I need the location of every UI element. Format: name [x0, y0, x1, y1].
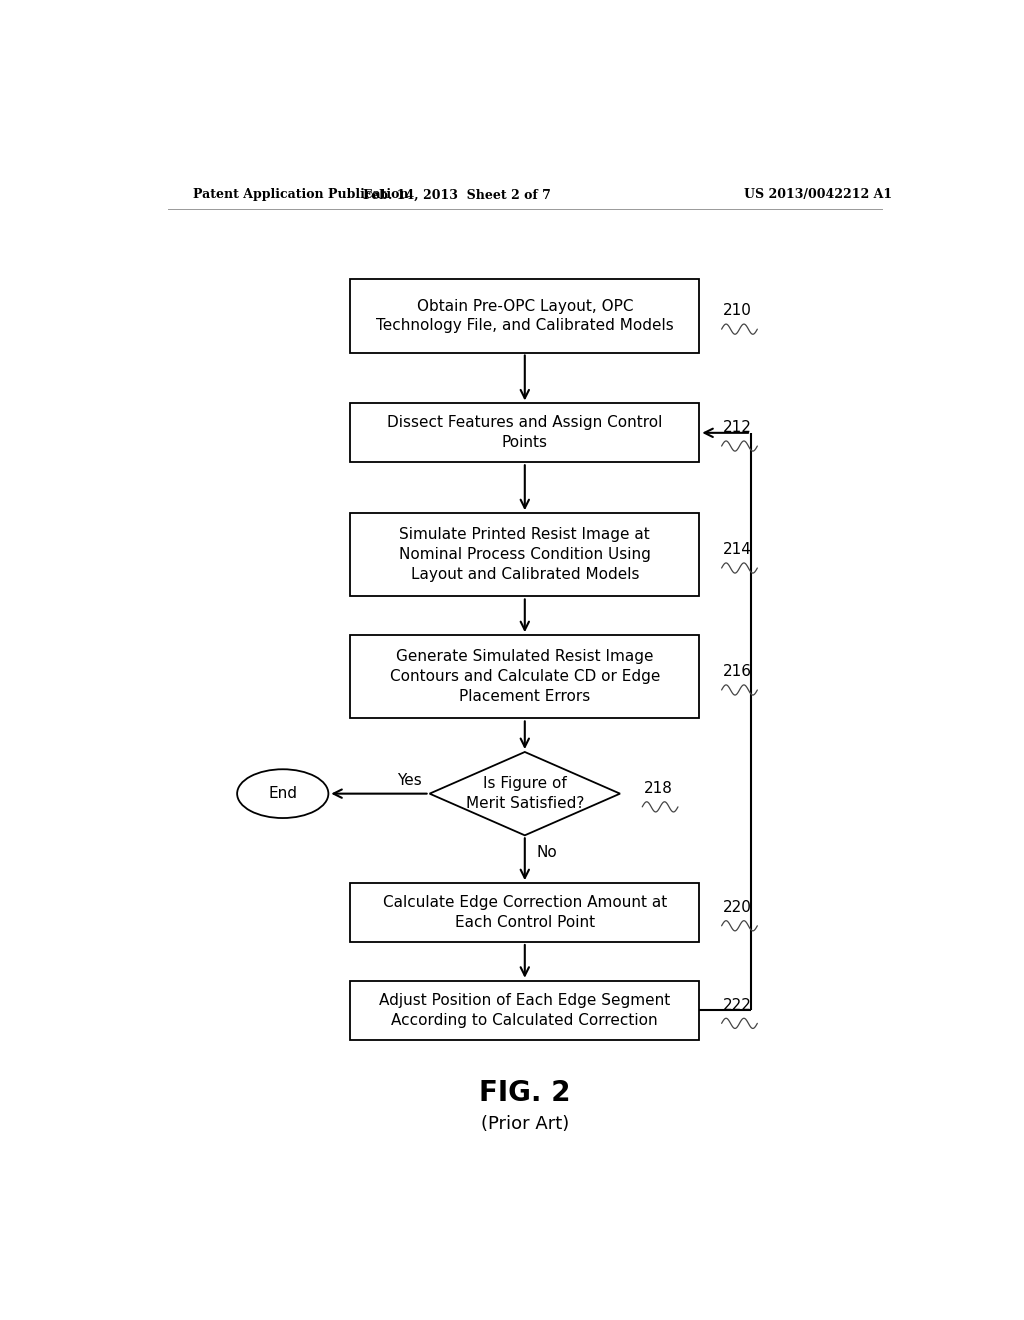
FancyBboxPatch shape — [350, 280, 699, 352]
FancyBboxPatch shape — [350, 635, 699, 718]
FancyBboxPatch shape — [350, 404, 699, 462]
Text: End: End — [268, 787, 297, 801]
Text: 216: 216 — [723, 664, 753, 680]
Text: Yes: Yes — [397, 772, 422, 788]
FancyBboxPatch shape — [350, 883, 699, 942]
Text: 218: 218 — [644, 781, 673, 796]
FancyBboxPatch shape — [350, 981, 699, 1040]
Text: Feb. 14, 2013  Sheet 2 of 7: Feb. 14, 2013 Sheet 2 of 7 — [364, 189, 551, 202]
Text: 214: 214 — [723, 543, 752, 557]
Polygon shape — [430, 752, 620, 836]
Text: Dissect Features and Assign Control
Points: Dissect Features and Assign Control Poin… — [387, 416, 663, 450]
Text: Simulate Printed Resist Image at
Nominal Process Condition Using
Layout and Cali: Simulate Printed Resist Image at Nominal… — [399, 528, 650, 582]
Text: Patent Application Publication: Patent Application Publication — [194, 189, 409, 202]
Text: Generate Simulated Resist Image
Contours and Calculate CD or Edge
Placement Erro: Generate Simulated Resist Image Contours… — [389, 649, 660, 704]
Text: Is Figure of
Merit Satisfied?: Is Figure of Merit Satisfied? — [466, 776, 584, 810]
Text: (Prior Art): (Prior Art) — [480, 1115, 569, 1133]
Text: 222: 222 — [723, 998, 752, 1012]
Text: No: No — [537, 846, 557, 861]
Text: 220: 220 — [723, 900, 752, 915]
FancyBboxPatch shape — [350, 513, 699, 597]
Text: 212: 212 — [723, 420, 752, 436]
Text: 210: 210 — [723, 304, 752, 318]
Text: Adjust Position of Each Edge Segment
According to Calculated Correction: Adjust Position of Each Edge Segment Acc… — [379, 993, 671, 1027]
Text: Obtain Pre-OPC Layout, OPC
Technology File, and Calibrated Models: Obtain Pre-OPC Layout, OPC Technology Fi… — [376, 298, 674, 334]
Text: FIG. 2: FIG. 2 — [479, 1080, 570, 1107]
Text: US 2013/0042212 A1: US 2013/0042212 A1 — [744, 189, 893, 202]
Text: Calculate Edge Correction Amount at
Each Control Point: Calculate Edge Correction Amount at Each… — [383, 895, 667, 931]
Ellipse shape — [238, 770, 329, 818]
